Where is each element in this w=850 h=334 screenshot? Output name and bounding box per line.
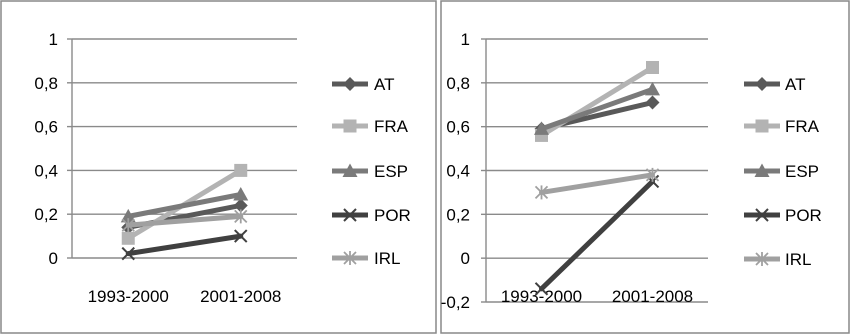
series-line bbox=[125, 191, 244, 219]
y-tick-label: 0,2 bbox=[34, 205, 58, 224]
data-point bbox=[233, 186, 249, 201]
series-irl bbox=[534, 167, 660, 200]
y-tick-label: 0,4 bbox=[34, 161, 58, 180]
y-tick-label: 0 bbox=[461, 249, 470, 268]
data-point bbox=[121, 218, 135, 233]
chart-left-frame bbox=[0, 0, 437, 334]
series-por bbox=[121, 229, 248, 261]
data-point bbox=[534, 121, 549, 135]
legend-item-at: AT bbox=[332, 75, 394, 94]
series-esp bbox=[120, 186, 249, 223]
legend-item-at: AT bbox=[744, 75, 805, 94]
legend-label: FRA bbox=[785, 117, 820, 136]
y-tick-label: 0,8 bbox=[34, 74, 58, 93]
legend-label: ESP bbox=[785, 162, 819, 181]
x-tick-label: 1993-2000 bbox=[88, 287, 169, 306]
series-line bbox=[125, 213, 244, 228]
data-point bbox=[234, 163, 248, 177]
data-point bbox=[234, 209, 248, 224]
legend-marker bbox=[342, 163, 358, 177]
chart-left: 0 0,2 0,4 0,6 0,8 1 1993-2000 2001-2008 AT FRA ESP… bbox=[34, 30, 410, 306]
legend-label: AT bbox=[785, 75, 805, 94]
series-esp bbox=[534, 81, 660, 135]
data-point bbox=[120, 208, 136, 223]
series-line bbox=[539, 172, 655, 195]
data-point bbox=[121, 246, 135, 261]
data-point bbox=[645, 81, 660, 96]
data-point bbox=[645, 95, 660, 110]
legend-item-irl: IRL bbox=[332, 249, 400, 268]
y-tick-label: 0,2 bbox=[446, 205, 470, 224]
chart-right: -0,2 0 0,2 0,4 0,6 0,8 1 1993-2000 2001-2008 AT FR… bbox=[441, 30, 822, 312]
series-line bbox=[125, 233, 244, 257]
y-tick-label: 1 bbox=[49, 30, 58, 49]
legend-item-esp: ESP bbox=[744, 162, 819, 181]
data-point bbox=[645, 167, 660, 182]
legend-item-por: POR bbox=[332, 206, 411, 225]
y-tick-label: 0 bbox=[49, 249, 58, 268]
x-tick-label: 2001-2008 bbox=[612, 287, 693, 306]
legend-marker bbox=[755, 252, 769, 266]
x-tick-label: 1993-2000 bbox=[501, 287, 582, 306]
legend-marker bbox=[755, 119, 769, 133]
data-point bbox=[646, 60, 659, 74]
legend-item-fra: FRA bbox=[332, 117, 409, 136]
chart-right-frame bbox=[440, 0, 850, 334]
legend-marker bbox=[755, 208, 769, 222]
legend-label: FRA bbox=[374, 117, 409, 136]
y-tick-label: 0,6 bbox=[34, 118, 58, 137]
data-point bbox=[534, 185, 549, 200]
legend-item-irl: IRL bbox=[744, 250, 811, 269]
legend-label: IRL bbox=[374, 249, 400, 268]
legend-marker bbox=[343, 77, 357, 91]
legend-marker bbox=[343, 251, 357, 265]
legend-label: ESP bbox=[374, 162, 408, 181]
legend-item-esp: ESP bbox=[332, 162, 408, 181]
series-irl bbox=[121, 209, 248, 233]
y-tick-label: -0,2 bbox=[441, 293, 470, 312]
data-point bbox=[534, 282, 549, 296]
legend-marker bbox=[755, 77, 769, 91]
x-tick-label: 2001-2008 bbox=[200, 287, 281, 306]
data-point bbox=[121, 231, 135, 245]
legend-marker bbox=[343, 119, 357, 133]
legend-item-fra: FRA bbox=[744, 117, 820, 136]
legend-label: AT bbox=[374, 75, 394, 94]
y-tick-label: 1 bbox=[461, 30, 470, 49]
y-tick-label: 0,6 bbox=[446, 118, 470, 137]
y-tick-label: 0,4 bbox=[446, 162, 470, 181]
data-point bbox=[234, 229, 248, 243]
y-tick-label: 0,8 bbox=[446, 74, 470, 93]
legend-marker bbox=[754, 163, 770, 177]
legend-label: POR bbox=[785, 206, 822, 225]
series-line bbox=[539, 178, 655, 292]
legend-item-por: POR bbox=[744, 206, 822, 225]
legend-label: POR bbox=[374, 206, 411, 225]
legend-label: IRL bbox=[785, 250, 811, 269]
legend-marker bbox=[343, 208, 357, 222]
data-point bbox=[233, 198, 248, 213]
series-line bbox=[539, 86, 655, 132]
